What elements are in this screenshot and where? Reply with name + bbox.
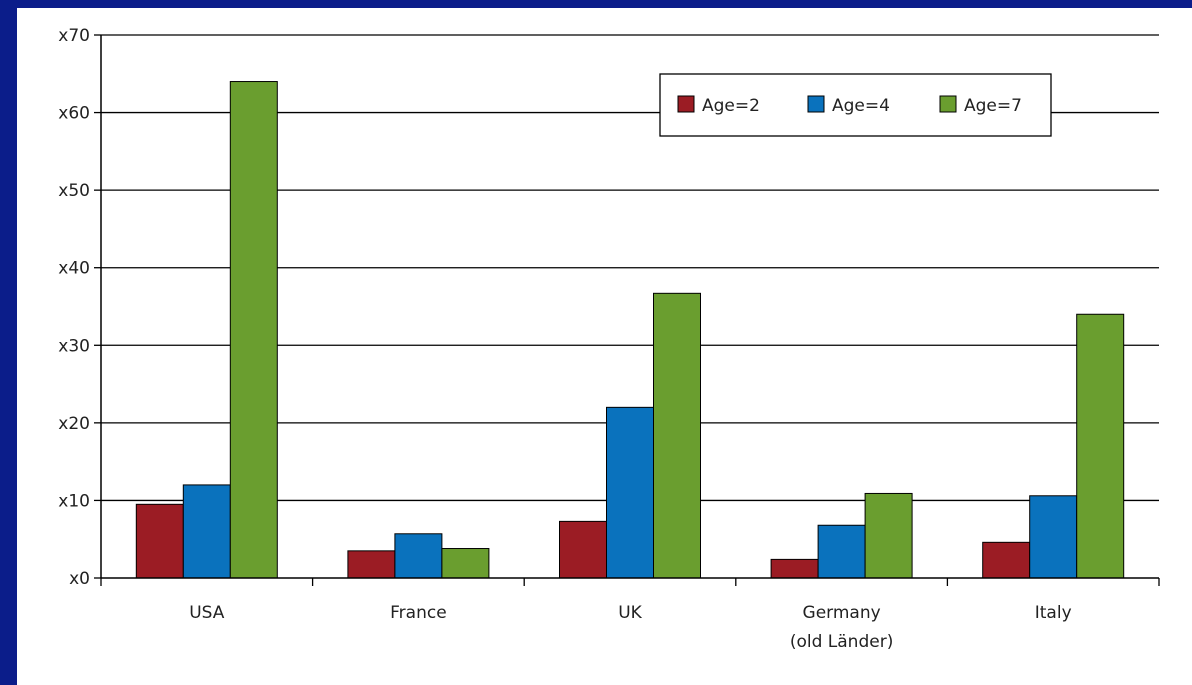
bar-age-4 (182, 484, 231, 579)
legend-box (659, 73, 1052, 137)
y-tick-label: x40 (58, 259, 90, 279)
bar-age-4 (817, 524, 866, 579)
bar-age-2 (135, 503, 184, 579)
y-tick-label: x10 (58, 491, 90, 511)
bar-chart: x0 x10 x20 x30 x40 x50 x60 x70 USA France UK Germa… (58, 26, 1160, 652)
chart-panel: x0 x10 x20 x30 x40 x50 x60 x70 USA France UK Germa… (17, 8, 1192, 685)
legend-label: Age=7 (964, 96, 1022, 116)
bar-age-7 (441, 548, 490, 579)
x-category-label: (old Länder) (790, 632, 894, 652)
x-category-labels: USA France UK Germany (old Länder) Italy (189, 603, 1071, 652)
bar-age-7 (1076, 313, 1125, 579)
x-category-label: UK (618, 603, 642, 623)
y-tick-label: x70 (58, 26, 90, 46)
y-tick-label: x50 (58, 181, 90, 201)
y-tick-labels: x0 x10 x20 x30 x40 x50 x60 x70 (58, 26, 90, 589)
y-tick-label: x60 (58, 104, 90, 124)
bar-age-7 (229, 81, 278, 579)
x-category-label: France (390, 603, 447, 623)
x-category-label: Germany (803, 603, 881, 623)
legend-swatch (807, 95, 825, 113)
legend-label: Age=2 (702, 96, 760, 116)
y-tick-label: x0 (69, 569, 90, 589)
legend-swatch (677, 95, 695, 113)
bar-age-2 (347, 550, 396, 579)
y-tick-label: x30 (58, 336, 90, 356)
bar-age-4 (606, 406, 654, 579)
bar-age-2 (559, 520, 607, 579)
bar-age-7 (864, 492, 913, 579)
legend-label: Age=4 (832, 96, 890, 116)
bar-age-4 (1029, 495, 1078, 579)
bar-age-7 (653, 292, 701, 579)
bar-age-4 (394, 533, 443, 579)
bars (135, 81, 1125, 579)
y-tick-label: x20 (58, 414, 90, 434)
legend: Age=2 Age=4 Age=7 (659, 73, 1052, 137)
axes (94, 34, 1160, 586)
x-category-label: Italy (1035, 603, 1072, 623)
x-category-label: USA (189, 603, 225, 623)
legend-swatch (939, 95, 957, 113)
bar-age-2 (982, 541, 1031, 579)
bar-age-2 (770, 558, 819, 579)
